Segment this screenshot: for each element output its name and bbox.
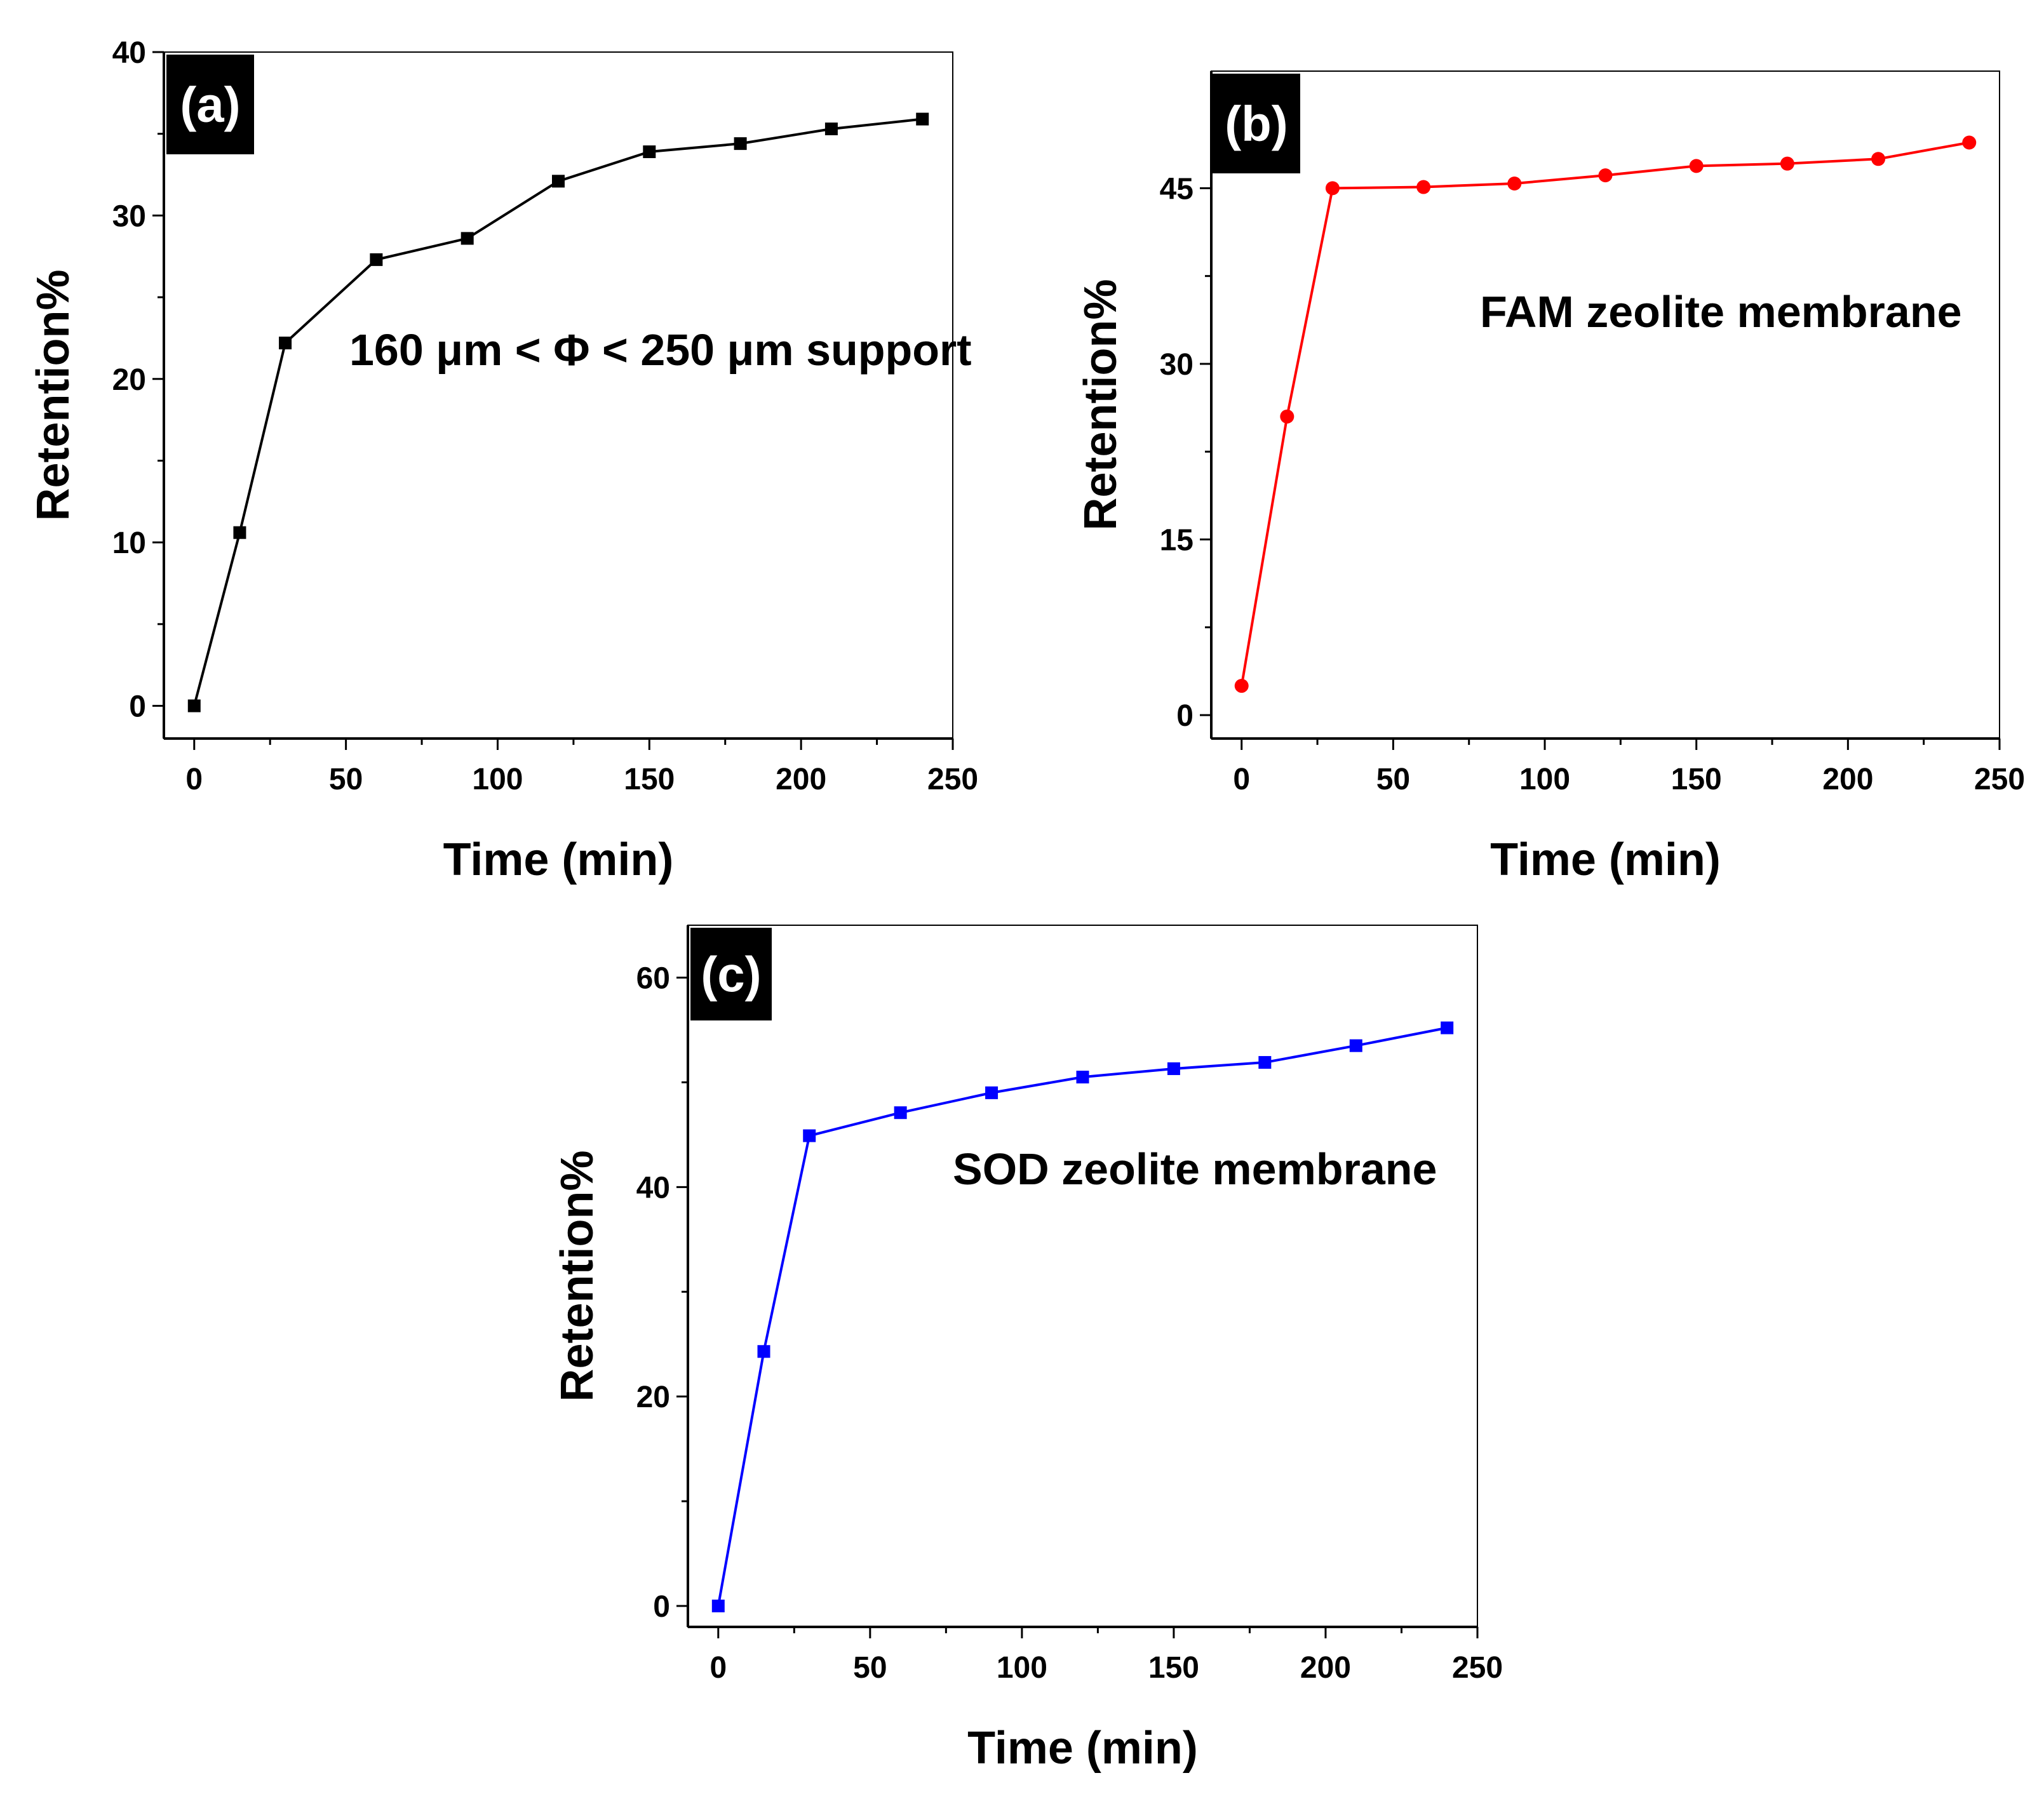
x-axis-title: Time (min) xyxy=(1490,834,1721,885)
series-line xyxy=(716,1026,1448,1607)
x-tick-label: 150 xyxy=(624,763,675,796)
data-point xyxy=(1280,409,1294,424)
y-tick-label: 30 xyxy=(112,199,146,233)
y-tick-label: 0 xyxy=(1176,699,1193,733)
panel-label: (a) xyxy=(180,77,240,133)
x-tick-label: 50 xyxy=(329,763,363,796)
y-tick-label: 60 xyxy=(636,961,670,995)
data-point xyxy=(552,175,565,188)
data-point xyxy=(894,1106,907,1120)
data-point xyxy=(279,337,292,350)
data-point xyxy=(985,1086,998,1099)
annotation: SOD zeolite membrane xyxy=(953,1144,1437,1194)
panel-c: 0 50 100 150 200 250 0 20 40 60 Time (min) Retentio… xyxy=(552,925,1503,1774)
x-tick-label: 100 xyxy=(472,763,523,796)
data-point xyxy=(1234,679,1249,693)
data-point xyxy=(734,137,747,150)
data-point xyxy=(1416,180,1431,194)
data-point xyxy=(1780,156,1794,171)
y-axis-title: Retention% xyxy=(1075,279,1126,531)
x-tick-label: 250 xyxy=(1974,763,2025,796)
data-point xyxy=(461,232,474,245)
x-tick-label: 200 xyxy=(1300,1651,1351,1685)
y-tick-label: 20 xyxy=(112,363,146,397)
x-tick-label: 50 xyxy=(853,1651,887,1685)
x-tick-label: 0 xyxy=(1233,763,1250,796)
x-tick-label: 0 xyxy=(185,763,203,796)
data-point xyxy=(916,112,929,126)
data-point xyxy=(1507,177,1522,191)
x-tick-label: 150 xyxy=(1148,1651,1199,1685)
data-point xyxy=(233,526,246,539)
x-tick-label: 250 xyxy=(927,763,978,796)
panel-a: 0 50 100 150 200 250 0 10 20 30 40 Time (min) Retent… xyxy=(28,36,978,885)
data-point xyxy=(643,145,656,159)
y-tick-label: 40 xyxy=(112,36,146,70)
data-point xyxy=(187,699,201,712)
x-axis-title: Time (min) xyxy=(443,834,674,885)
data-point xyxy=(711,1600,725,1613)
panel-label: (c) xyxy=(701,946,761,1002)
y-tick-label: 20 xyxy=(636,1381,670,1414)
data-point xyxy=(1441,1021,1454,1034)
panel-label-box xyxy=(166,55,254,154)
data-point xyxy=(1871,152,1886,166)
annotation: FAM zeolite membrane xyxy=(1480,287,1962,337)
panel-label: (b) xyxy=(1225,96,1288,152)
data-point xyxy=(1258,1056,1272,1069)
plot-frame xyxy=(687,925,1478,1628)
x-tick-label: 100 xyxy=(997,1651,1047,1685)
y-tick-label: 15 xyxy=(1160,524,1193,558)
y-tick-label: 0 xyxy=(129,690,146,724)
x-tick-label: 0 xyxy=(709,1651,727,1685)
y-tick-label: 40 xyxy=(636,1171,670,1205)
panel-b: 0 50 100 150 200 250 0 15 30 45 Time (min) Retentio… xyxy=(1075,70,2025,885)
data-point xyxy=(1598,168,1613,183)
x-tick-label: 50 xyxy=(1376,763,1410,796)
x-axis-title: Time (min) xyxy=(967,1723,1198,1774)
x-tick-label: 100 xyxy=(1519,763,1570,796)
data-point xyxy=(803,1129,816,1142)
x-tick-label: 200 xyxy=(776,763,826,796)
annotation: 160 μm < Φ < 250 μm support xyxy=(349,325,972,375)
series-line xyxy=(192,117,923,707)
x-tick-label: 150 xyxy=(1671,763,1722,796)
series-line xyxy=(1240,141,1970,686)
y-axis-title: Retention% xyxy=(552,1151,603,1402)
data-point xyxy=(370,253,383,266)
y-tick-label: 45 xyxy=(1160,172,1193,206)
y-tick-label: 10 xyxy=(112,526,146,560)
y-axis-title: Retention% xyxy=(28,270,79,521)
data-point xyxy=(757,1345,770,1358)
data-point xyxy=(1167,1062,1180,1075)
y-tick-label: 30 xyxy=(1160,348,1193,382)
plot-frame xyxy=(163,51,953,739)
data-point xyxy=(1325,181,1340,196)
data-point xyxy=(1962,135,1977,150)
panel-label-box xyxy=(1213,74,1300,173)
data-point xyxy=(1349,1039,1362,1052)
data-point xyxy=(1076,1071,1089,1084)
x-tick-label: 200 xyxy=(1822,763,1873,796)
data-point xyxy=(1689,159,1704,173)
data-point xyxy=(824,122,838,135)
x-tick-label: 250 xyxy=(1452,1651,1503,1685)
y-tick-label: 0 xyxy=(653,1590,670,1624)
panel-label-box xyxy=(690,928,772,1020)
